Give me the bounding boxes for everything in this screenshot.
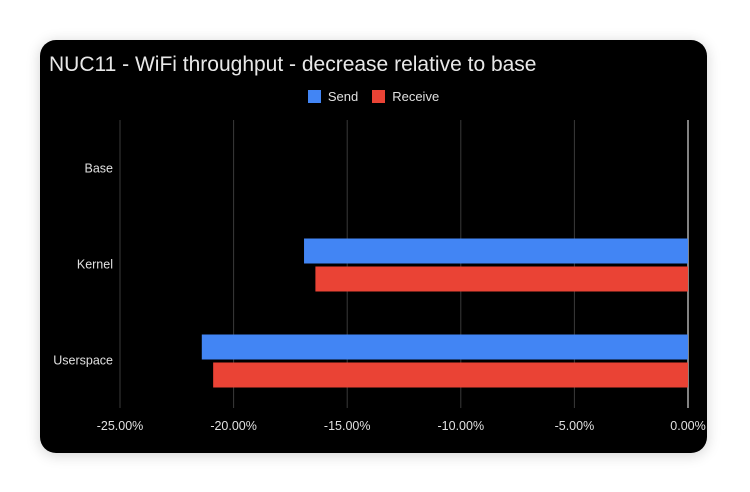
legend-label-receive: Receive xyxy=(392,89,440,104)
legend-swatch-send xyxy=(307,90,321,103)
x-tick-label: -15.00% xyxy=(324,419,371,433)
chart-plot-area: -25.00% -20.00% -15.00% -10.00% -5.00% 0.00% B… xyxy=(53,120,706,433)
x-tick-label: 0.00% xyxy=(670,419,705,433)
x-tick-label: -25.00% xyxy=(97,419,144,433)
bar-send-kernel xyxy=(304,238,688,264)
bar-send-userspace xyxy=(201,334,689,360)
y-category-label: Userspace xyxy=(53,354,113,368)
y-category-label: Kernel xyxy=(77,258,113,272)
legend-swatch-receive xyxy=(372,90,386,103)
y-category-label: Base xyxy=(85,162,114,176)
legend-item-receive: Receive xyxy=(372,89,439,104)
chart-title: NUC11 - WiFi throughput - decrease relat… xyxy=(49,53,537,76)
chart-card: NUC11 - WiFi throughput - decrease relat… xyxy=(40,40,707,453)
legend-item-send: Send xyxy=(307,89,359,104)
bar-receive-kernel xyxy=(315,266,688,292)
x-tick-label: -10.00% xyxy=(438,419,485,433)
chart-legend: Send Receive xyxy=(40,89,707,104)
bar-receive-userspace xyxy=(213,362,689,388)
x-tick-label: -20.00% xyxy=(210,419,257,433)
legend-label-send: Send xyxy=(327,89,359,104)
x-tick-label: -5.00% xyxy=(555,419,595,433)
